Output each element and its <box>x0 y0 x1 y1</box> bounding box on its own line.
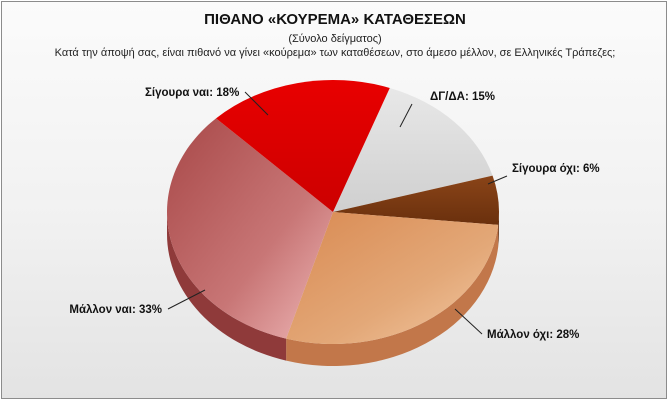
slice-dkda <box>333 87 493 212</box>
pie-sides <box>167 212 499 366</box>
chart-title: ΠΙΘΑΝΟ «ΚΟΥΡΕΜΑ» ΚΑΤΑΘΕΣΕΩΝ <box>204 11 466 28</box>
slice-dkda-label: ΔΓ/ΔΑ: 15% <box>430 91 495 103</box>
slice-mallon-oxi-label: Μάλλον όχι: 28% <box>487 329 579 341</box>
chart-subtitle: (Σύνολο δείγματος) <box>288 33 382 45</box>
slice-sigoura-oxi-leader <box>487 175 508 185</box>
slice-dkda-leader <box>399 103 413 128</box>
slice-sigoura-nai <box>216 80 390 212</box>
slice-mallon-nai-side <box>167 212 287 361</box>
slice-sigoura-oxi <box>333 175 499 225</box>
slice-sigoura-oxi-side <box>498 212 499 247</box>
slice-mallon-oxi <box>286 212 499 344</box>
slice-sigoura-nai-label: Σίγουρα ναι: 18% <box>145 87 239 99</box>
pie-labels: ΔΓ/ΔΑ: 15% Σίγουρα όχι: 6% Μάλλον όχι: 28%… <box>69 87 599 341</box>
chart-question: Κατά την άποψή σας, είναι πιθανό να γίνε… <box>54 47 616 59</box>
pie-leaders <box>167 91 508 335</box>
slice-mallon-nai-leader <box>167 289 206 310</box>
slice-sigoura-nai-leader <box>244 91 269 116</box>
slice-mallon-oxi-leader <box>454 308 483 335</box>
pie-tops <box>166 80 499 344</box>
slice-sigoura-oxi-label: Σίγουρα όχι: 6% <box>512 163 600 175</box>
slice-mallon-nai-label: Μάλλον ναι: 33% <box>69 304 162 316</box>
slice-mallon-oxi-side <box>286 224 499 366</box>
slice-mallon-nai <box>166 118 333 339</box>
